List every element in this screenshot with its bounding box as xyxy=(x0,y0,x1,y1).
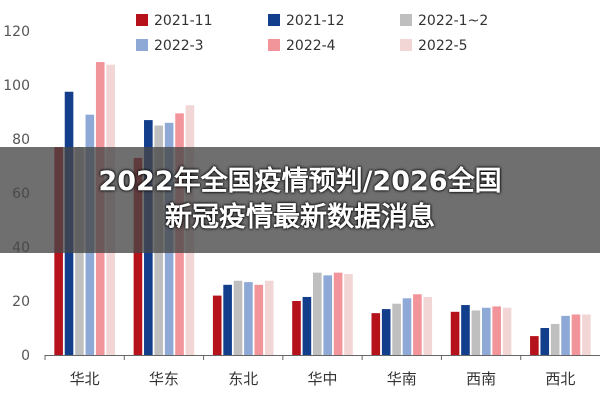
bar xyxy=(292,301,301,355)
bar xyxy=(492,306,501,355)
legend-swatch xyxy=(136,39,148,51)
legend-label: 2022-3 xyxy=(154,38,204,54)
bar xyxy=(582,314,591,355)
bar xyxy=(264,280,274,355)
bar xyxy=(502,307,512,355)
legend: 2021-11 2021-12 2022-1~2 2022-3 2022-4 2022-5 xyxy=(136,13,488,54)
banner-line-2: 新冠疫情最新数据消息 xyxy=(165,202,435,233)
x-axis: 华北 华东 东北 华中 华南 西南 西北 xyxy=(44,355,600,388)
x-category-label: 华中 xyxy=(307,370,337,388)
legend-label: 2021-11 xyxy=(154,13,213,29)
bar xyxy=(540,328,550,355)
bar xyxy=(233,280,243,355)
y-tick-label: 80 xyxy=(12,132,30,148)
bar xyxy=(413,294,422,355)
legend-swatch xyxy=(400,14,412,26)
legend-swatch xyxy=(268,39,280,51)
bar xyxy=(550,323,560,355)
bar xyxy=(392,303,401,355)
bar xyxy=(313,272,322,355)
bar xyxy=(461,305,470,355)
x-category-label: 西北 xyxy=(545,370,575,388)
legend-label: 2022-5 xyxy=(418,38,468,54)
bar xyxy=(471,310,481,355)
x-category-label: 西南 xyxy=(466,370,496,388)
y-tick-label: 120 xyxy=(3,24,30,40)
bar xyxy=(450,311,460,355)
bar xyxy=(212,295,222,355)
bar xyxy=(302,296,312,355)
legend-label: 2022-4 xyxy=(286,38,336,54)
legend-label: 2021-12 xyxy=(286,13,345,29)
x-category-label: 华东 xyxy=(149,370,179,388)
legend-swatch xyxy=(400,39,412,51)
y-tick-label: 20 xyxy=(12,294,30,310)
bar xyxy=(323,275,332,355)
x-category-label: 东北 xyxy=(228,370,258,388)
banner-line-1: 2022年全国疫情预判/2026全国 xyxy=(98,166,502,197)
title-overlay-banner: 2022年全国疫情预判/2026全国 新冠疫情最新数据消息 xyxy=(0,147,600,253)
bar xyxy=(481,307,491,355)
bar xyxy=(133,157,143,355)
bar xyxy=(530,336,539,355)
bar xyxy=(254,284,264,355)
bar xyxy=(402,298,412,355)
y-tick-label: 0 xyxy=(21,348,30,364)
legend-swatch xyxy=(268,14,280,26)
bar xyxy=(423,296,433,355)
bar xyxy=(244,282,253,355)
legend-swatch xyxy=(136,14,148,26)
bar xyxy=(223,284,232,355)
bar xyxy=(371,313,381,355)
legend-label: 2022-1~2 xyxy=(418,13,488,29)
bar xyxy=(344,274,353,355)
bar xyxy=(561,315,570,355)
x-category-label: 华南 xyxy=(387,370,417,388)
bar xyxy=(333,272,343,355)
bar xyxy=(571,314,581,355)
y-tick-label: 100 xyxy=(3,78,30,94)
x-category-label: 华北 xyxy=(70,370,100,388)
bar xyxy=(381,309,391,355)
